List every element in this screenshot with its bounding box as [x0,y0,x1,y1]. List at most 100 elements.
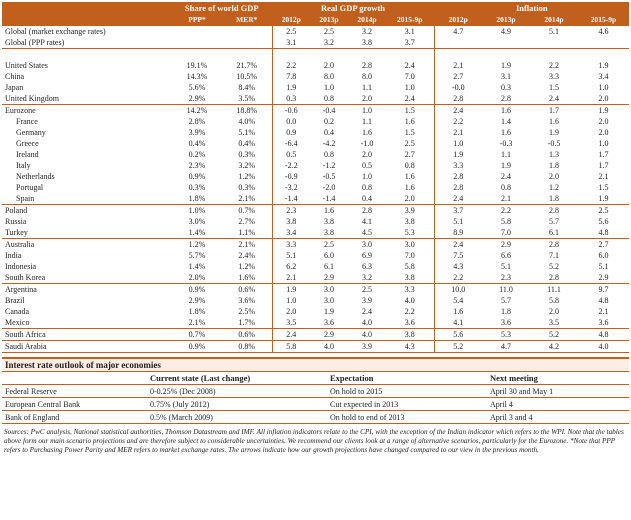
value-cell: 5.1 [433,216,482,227]
table-row: India 5.7% 2.4% 5.1 6.0 6.9 7.0 7.5 6.6 7.1 6.0 [2,250,629,261]
value-cell: 4.6 [598,26,609,36]
value-cell: 2.4 [271,328,310,341]
sub-header: 2013p [310,14,348,26]
table-row: Ireland 0.2% 0.3% 0.5 0.8 2.0 2.7 1.9 1.1 1.3 1.7 [2,149,629,160]
value-cell: 0.6% [222,283,272,295]
value-cell: 2.9 [482,238,530,250]
sub-header: 2015-9p [578,14,630,26]
table-row: United Kingdom 2.9% 3.5% 0.3 0.8 2.0 2.4 2.8 2.8… [2,93,629,105]
row-label: Indonesia [5,261,37,271]
table-row: Greece 0.4% 0.4% -6.4 -4.2 -1.0 2.5 1.0 -0.3 -0.5… [2,138,629,149]
value-cell: 0.9 [271,127,310,138]
value-cell: 2.0 [271,306,310,317]
value-cell: 3.5 [549,317,559,327]
interest-header: Expectation [327,371,487,385]
value-cell: 4.7 [482,340,530,353]
value-cell: 0.8 [362,182,372,192]
value-cell: 2.7% [238,216,256,226]
value-cell: 1.0 [598,82,609,92]
row-label: South Korea [5,272,46,282]
value-cell: 0.8 [324,149,334,159]
row-label: Portugal [16,182,44,192]
table-row: France 2.8% 4.0% 0.0 0.2 1.1 1.6 2.2 1.4 1.6 2.0 [2,116,629,127]
value-cell: 1.9 [549,127,559,137]
value-cell: 7.8 [271,71,310,82]
value-cell: 6.9 [362,250,372,260]
value-cell: 2.2 [404,306,415,316]
value-cell: 1.0 [433,138,482,149]
value-cell: 4.3 [386,340,434,353]
corner [2,14,172,26]
row-label: Poland [2,204,172,216]
row-label: United States [2,48,172,71]
interest-cell: Cut expected in 2013 [327,397,487,411]
value-cell: 4.0% [238,116,256,126]
bank-name: European Central Bank [2,397,147,411]
value-cell: 3.2 [362,272,372,282]
interest-title: Interest rate outlook of major economies [2,357,630,372]
group-header-row: Share of world GDP Real GDP growth Infla… [2,2,630,14]
value-cell: 2.0% [188,272,206,282]
value-cell: -0.4 [310,104,348,116]
value-cell: 7.5 [433,250,482,261]
value-cell: 2.0 [598,116,609,126]
group-header: Real GDP growth [271,2,434,14]
row-label: Turkey [5,227,28,237]
value-cell: 5.1 [549,26,559,36]
interest-cell: On hold to 2015 [327,384,487,398]
value-cell: 0.7% [222,204,272,216]
value-cell: 0.4% [238,138,256,148]
row-label: Global (market exchange rates) [5,26,106,36]
value-cell: 2.7 [578,238,630,250]
value-cell: 3.4 [271,227,310,239]
value-cell: -2.0 [322,182,336,192]
value-cell: 1.4 [501,116,511,126]
empty-cell [433,37,482,49]
value-cell: 1.5 [598,182,609,192]
value-cell: 1.9 [324,306,334,316]
value-cell: 1.9 [271,82,310,93]
value-cell: 0.9% [172,340,222,353]
value-cell: 3.3 [271,238,310,250]
value-cell: 1.6 [482,104,530,116]
sub-header: 2014p [348,14,386,26]
interest-row: Bank of England 0.5% (March 2009) On hold … [2,410,630,424]
value-cell: 3.2 [362,26,372,36]
sub-header: 2012p [271,14,310,26]
row-label: Netherlands [16,171,55,181]
table-row: Germany 3.9% 5.1% 0.9 0.4 1.6 1.5 2.1 1.6 1.9 2.0 [2,127,629,138]
value-cell: 4.0 [348,328,386,341]
interest-header: Current state (Last change) [147,371,327,385]
value-cell: 1.6 [404,171,415,181]
value-cell: 2.1 [598,306,609,316]
value-cell: 5.6% [188,82,206,92]
value-cell: 4.0 [310,340,348,353]
value-cell: 6.0 [324,250,334,260]
value-cell: 1.6 [404,116,415,126]
value-cell: 5.1% [238,127,256,137]
value-cell: 2.5 [324,26,334,36]
value-cell: -0.5 [322,171,336,181]
value-cell: 5.6 [598,216,609,226]
table-row: Netherlands 0.9% 1.2% -0.9 -0.5 1.0 1.6 2.8 2.4 2… [2,171,629,182]
empty-cell [222,26,272,37]
value-cell: 1.7 [598,160,609,170]
value-cell: 8.4% [238,82,256,92]
value-cell: 2.8 [433,93,482,105]
value-cell: 3.3 [386,283,434,295]
value-cell: 1.8% [188,193,206,203]
empty-cell [530,37,578,49]
value-cell: 1.0% [172,204,222,216]
value-cell: 1.8 [549,160,559,170]
value-cell: 1.2% [172,238,222,250]
value-cell: 5.2 [549,261,559,271]
value-cell: 5.7% [188,250,206,260]
value-cell: -4.2 [322,138,336,148]
value-cell: 0.8 [404,160,415,170]
value-cell: 1.0 [348,104,386,116]
table-row: South Korea 2.0% 1.6% 2.1 2.9 3.2 3.8 2.2 2.3 2.8… [2,272,629,284]
value-cell: 2.0 [404,193,415,203]
value-cell: 2.2 [482,204,530,216]
value-cell: -0.0 [433,82,482,93]
value-cell: 2.5 [271,26,310,37]
